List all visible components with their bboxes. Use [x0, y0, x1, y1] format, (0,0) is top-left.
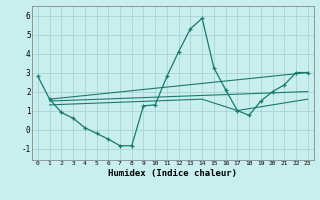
X-axis label: Humidex (Indice chaleur): Humidex (Indice chaleur) — [108, 169, 237, 178]
